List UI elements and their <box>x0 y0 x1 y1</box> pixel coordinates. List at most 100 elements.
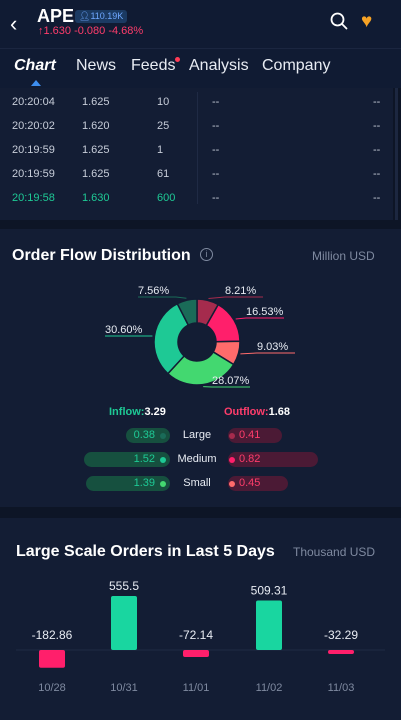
bar-value-label: -32.29 <box>324 628 358 642</box>
trade-time: 20:19:59 <box>12 168 55 180</box>
slice-percent-label: 7.56% <box>138 285 169 297</box>
tab-feeds[interactable]: Feeds <box>131 57 176 74</box>
trade-dash: -- <box>373 168 381 180</box>
bar-10-31[interactable] <box>111 596 137 650</box>
heart-icon[interactable]: ♥ <box>361 11 373 32</box>
large-orders-bar-chart: -182.86 10/28 555.5 10/31 -72.14 11/01 509.31 1… <box>16 579 385 694</box>
bar-10-28[interactable] <box>39 650 65 668</box>
trade-price: 1.620 <box>82 120 110 132</box>
trade-volume: 61 <box>157 168 170 180</box>
x-axis-tick-label: 11/03 <box>328 682 355 694</box>
bar-value-label: 555.5 <box>109 579 139 593</box>
outflow-value: 1.68 <box>268 406 291 418</box>
x-axis-tick-label: 11/01 <box>183 682 210 694</box>
inflow-value-large: 0.38 <box>133 429 155 441</box>
trade-dash: -- <box>212 120 220 132</box>
trade-price: 1.625 <box>82 168 110 180</box>
order-flow-title: Order Flow Distribution <box>12 247 191 264</box>
large-orders-panel <box>0 518 401 720</box>
outflow-bar <box>228 428 282 443</box>
outflow-bar <box>228 476 288 491</box>
bar-value-label: -182.86 <box>32 628 73 642</box>
x-axis-tick-label: 11/02 <box>256 682 283 694</box>
scrollbar[interactable] <box>395 88 398 220</box>
donut-slice <box>176 298 198 327</box>
order-flow-donut-chart: 8.21% 16.53% 9.03% 28.07% 30.60% 7.56% <box>105 285 295 388</box>
inflow-dot <box>160 457 166 463</box>
inflow-bar <box>84 452 170 467</box>
trade-row: 20:19:59 1.625 1 -- -- <box>0 144 393 168</box>
slice-percent-label: 28.07% <box>212 375 250 387</box>
slice-leader-line <box>138 296 187 299</box>
inflow-label: Inflow: <box>109 406 145 418</box>
tab-bar: Chart News Feeds Analysis Company <box>0 48 401 88</box>
tab-company[interactable]: Company <box>262 57 331 74</box>
outflow-dot <box>229 481 235 487</box>
bar-11-01[interactable] <box>183 650 209 658</box>
trade-volume: 10 <box>157 96 170 108</box>
outflow-summary: Outflow:1.68 <box>224 406 290 418</box>
time-and-sales-panel: 20:20:04 1.625 10 -- -- 20:20:02 1.620 25 -- -- 20… <box>0 88 393 220</box>
trade-time: 20:20:02 <box>12 120 55 132</box>
inflow-summary: Inflow:3.29 <box>109 406 166 418</box>
bar-value-label: 509.31 <box>251 583 288 597</box>
trade-dash: -- <box>212 96 220 108</box>
trade-row: 20:19:58 1.630 600 -- -- <box>0 192 393 216</box>
trade-row: 20:19:59 1.625 61 -- -- <box>0 168 393 192</box>
slice-leader-line <box>240 352 295 355</box>
bar-11-02[interactable] <box>256 600 282 650</box>
x-axis-tick-label: 10/28 <box>38 682 66 694</box>
holders-badge[interactable]: 👤︎110.19K <box>75 10 128 23</box>
outflow-value-large: 0.41 <box>239 429 261 441</box>
info-icon[interactable]: i <box>200 248 213 261</box>
inflow-bar <box>126 428 170 443</box>
outflow-dot <box>229 457 235 463</box>
trade-volume: 1 <box>157 144 164 156</box>
tab-chart[interactable]: Chart <box>14 57 56 74</box>
inflow-value: 3.29 <box>144 406 166 418</box>
trade-row: 20:20:02 1.620 25 -- -- <box>0 120 393 144</box>
person-icon: 👤︎ <box>79 11 91 21</box>
x-axis-tick-label: 10/31 <box>110 682 138 694</box>
ticker-symbol: APE <box>37 6 75 26</box>
column-divider <box>197 92 198 204</box>
outflow-label: Outflow: <box>224 406 269 418</box>
size-label-large: Large <box>182 429 212 441</box>
slice-leader-line <box>235 317 284 320</box>
trade-row: 20:20:04 1.625 10 -- -- <box>0 96 393 120</box>
trade-price: 1.625 <box>82 96 110 108</box>
tab-news[interactable]: News <box>76 57 117 74</box>
inflow-dot <box>160 433 166 439</box>
donut-slice <box>153 302 190 375</box>
holders-count: 110.19K <box>90 11 124 21</box>
trade-volume: 600 <box>157 192 176 204</box>
size-label-medium: Medium <box>177 453 217 465</box>
slice-percent-label: 16.53% <box>246 306 284 318</box>
feeds-notification-dot <box>175 57 180 62</box>
trade-time: 20:20:04 <box>12 96 55 108</box>
outflow-bar <box>228 452 318 467</box>
trade-dash: -- <box>212 192 220 204</box>
trade-dash: -- <box>373 192 381 204</box>
trade-dash: -- <box>373 96 381 108</box>
inflow-value-medium: 1.52 <box>133 453 155 465</box>
active-tab-indicator <box>31 80 41 86</box>
back-chevron-icon[interactable]: ‹ <box>10 11 18 36</box>
inflow-bar <box>86 476 170 491</box>
tab-analysis[interactable]: Analysis <box>189 57 249 74</box>
slice-percent-label: 9.03% <box>257 341 288 353</box>
trade-price: 1.630 <box>82 192 110 204</box>
trade-dash: -- <box>373 120 381 132</box>
trade-volume: 25 <box>157 120 170 132</box>
inflow-dot <box>160 481 166 487</box>
price-quote: ↑1.630 -0.080 -4.68% <box>38 25 144 37</box>
search-icon[interactable] <box>330 12 348 35</box>
bar-11-03[interactable] <box>328 650 354 654</box>
trade-dash: -- <box>212 144 220 156</box>
outflow-dot <box>229 433 235 439</box>
trade-price: 1.625 <box>82 144 110 156</box>
slice-leader-line <box>208 296 263 299</box>
trade-dash: -- <box>212 168 220 180</box>
large-orders-unit: Thousand USD <box>293 545 376 559</box>
outflow-value-small: 0.45 <box>239 477 261 489</box>
